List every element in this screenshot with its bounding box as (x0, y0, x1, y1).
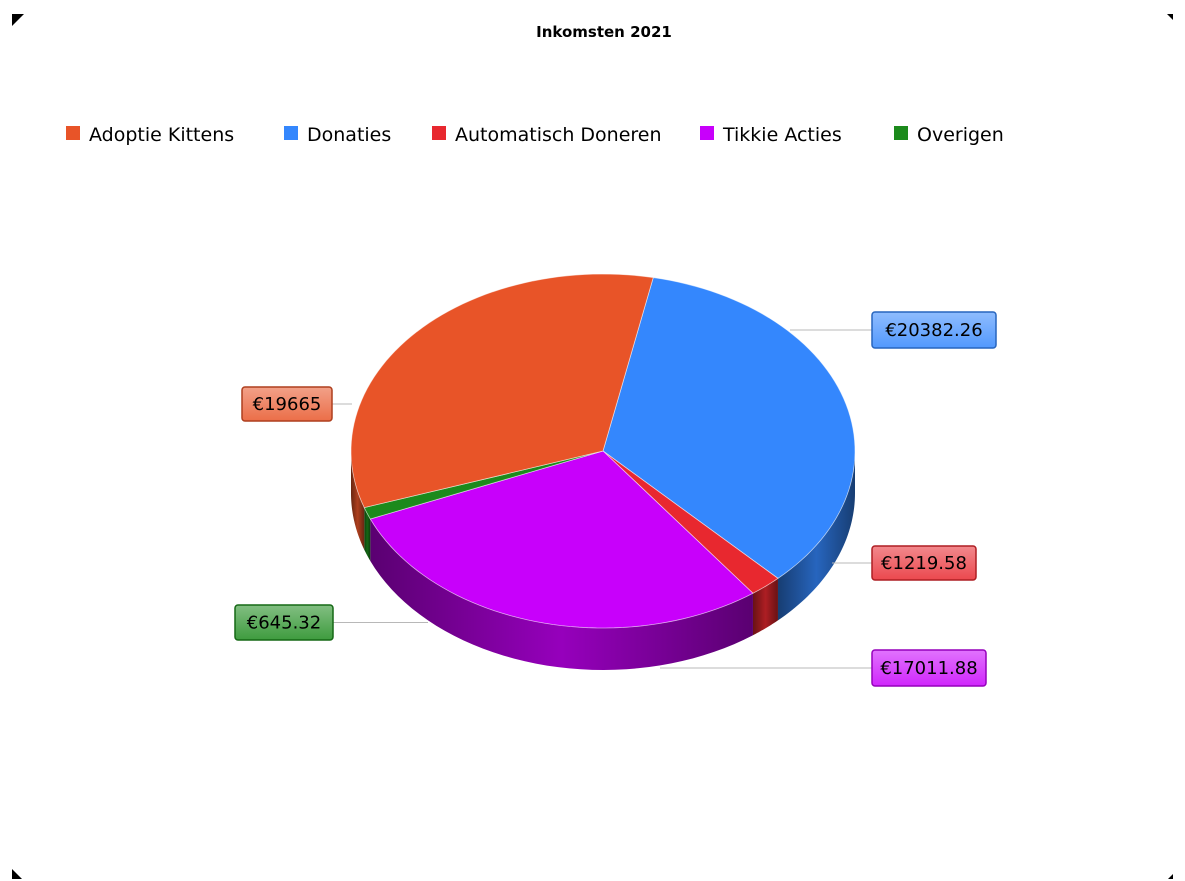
pie-side-donaties (777, 451, 855, 621)
legend-label: Automatisch Doneren (455, 124, 662, 146)
pie-slice-adoptie-kittens (350, 273, 654, 509)
legend-label: Donaties (307, 124, 391, 146)
value-label-text: €17011.88 (880, 658, 977, 679)
value-label-box (871, 311, 997, 349)
value-label-automatisch-doneren: €1219.58 (832, 545, 977, 581)
chart-title: Inkomsten 2021 (536, 23, 672, 41)
legend-label: Adoptie Kittens (89, 124, 234, 146)
value-label-donaties: €20382.26 (790, 311, 997, 349)
value-label-text: €20382.26 (885, 320, 982, 341)
legend-swatch (700, 126, 714, 140)
value-label-overigen: €645.32 (234, 604, 428, 641)
legend-item: Tikkie Acties (700, 124, 842, 146)
pie-top (350, 273, 856, 629)
legend-swatch (66, 126, 80, 140)
value-label-box (871, 649, 987, 687)
corner-mark (1168, 874, 1173, 879)
pie-slice-donaties (602, 277, 856, 579)
value-label-box (871, 545, 977, 581)
value-label-box (241, 386, 333, 422)
value-label-text: €1219.58 (881, 553, 967, 574)
legend-swatch (284, 126, 298, 140)
value-labels: €19665 €20382.26 €1219.58 €17011.88 €645.32 (234, 311, 997, 687)
pie-slice-tikkie-acties (369, 450, 754, 629)
legend-swatch (894, 126, 908, 140)
legend: Adoptie Kittens Donaties Automatisch Doner… (66, 124, 1004, 146)
legend-item: Adoptie Kittens (66, 124, 234, 146)
pie-slice-automatisch-doneren (602, 450, 779, 594)
pie-side-overigen (364, 507, 371, 561)
legend-swatch (432, 126, 446, 140)
value-label-box (234, 604, 334, 641)
pie-slice-overigen (363, 450, 604, 520)
legend-label: Tikkie Acties (722, 124, 842, 146)
pie-sides (351, 451, 855, 670)
corner-mark (1167, 14, 1173, 20)
value-label-text: €645.32 (247, 613, 321, 634)
value-label-adoptie-kittens: €19665 (241, 386, 352, 422)
corner-mark (12, 869, 22, 879)
value-label-text: €19665 (253, 394, 322, 415)
legend-item: Overigen (894, 124, 1004, 146)
pie-side-tikkie-acties (370, 518, 753, 670)
pie-side-adoptie-kittens (351, 451, 365, 550)
pie-plot-area (350, 273, 856, 670)
legend-label: Overigen (917, 124, 1004, 146)
pie-side-automatisch-doneren (752, 578, 778, 636)
legend-item: Donaties (284, 124, 391, 146)
corner-mark (12, 14, 24, 26)
value-label-tikkie-acties: €17011.88 (660, 649, 987, 687)
legend-item: Automatisch Doneren (432, 124, 662, 146)
